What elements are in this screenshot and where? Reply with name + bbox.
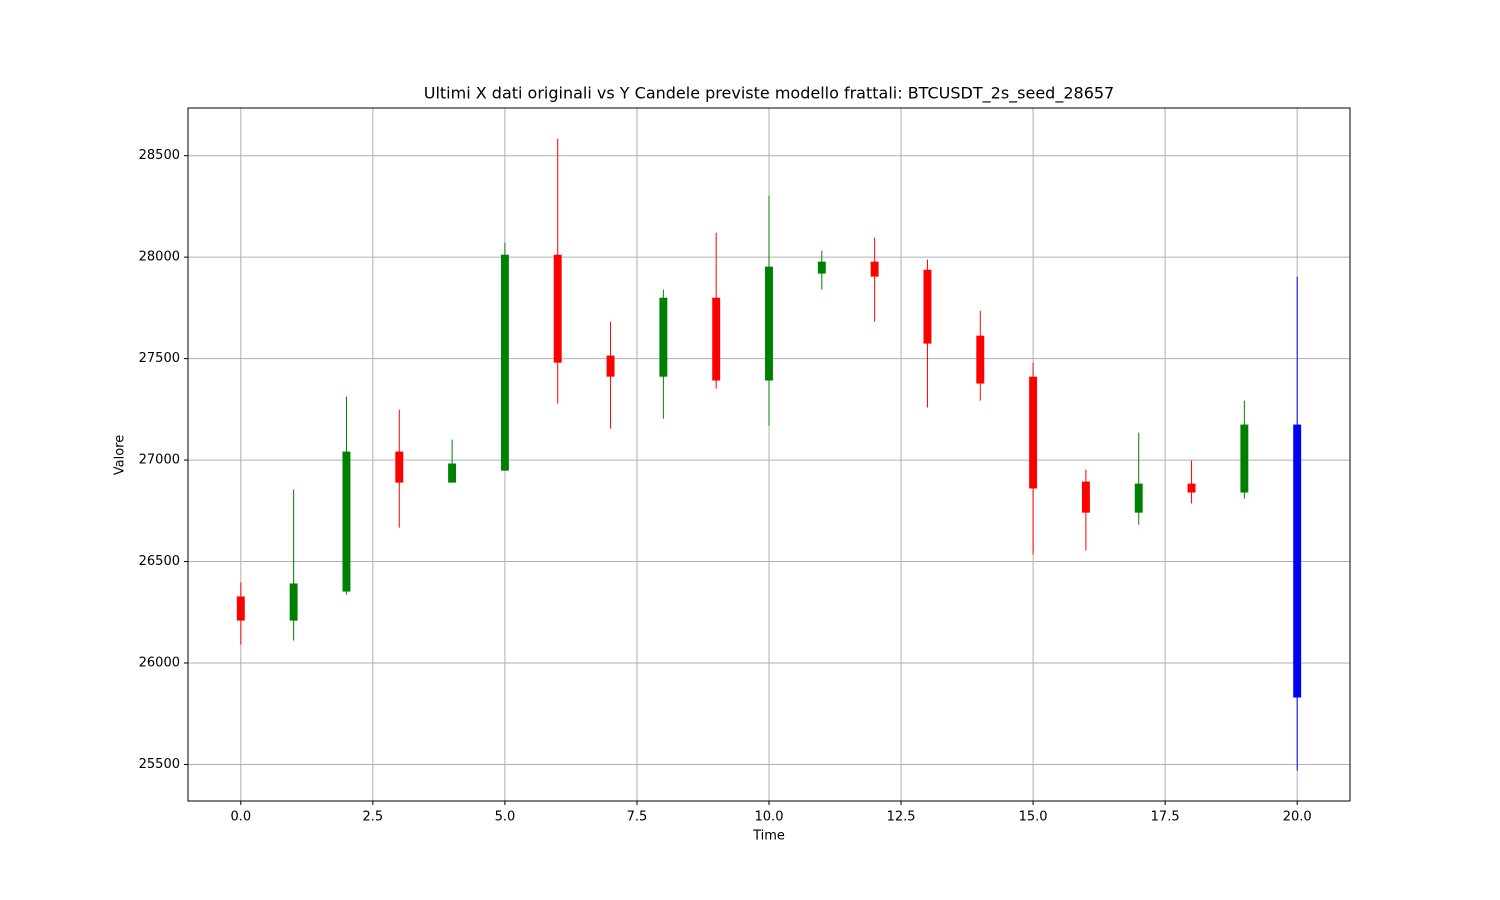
candle-body <box>1029 376 1038 489</box>
y-tick-label: 28000 <box>139 250 180 265</box>
candle-body <box>448 463 457 483</box>
x-tick-label: 20.0 <box>1283 810 1312 825</box>
candle-body <box>1187 483 1196 493</box>
candle-body <box>395 451 404 483</box>
x-tick-label: 17.5 <box>1151 810 1180 825</box>
candle-body <box>236 596 245 621</box>
y-tick-label: 25500 <box>139 757 180 772</box>
x-tick-label: 12.5 <box>887 810 916 825</box>
candle-body <box>659 297 668 377</box>
candle-body <box>712 297 721 381</box>
candle-body <box>1240 424 1249 493</box>
x-tick-label: 2.5 <box>363 810 384 825</box>
x-tick-label: 5.0 <box>495 810 516 825</box>
y-axis-label: Valore <box>113 435 128 475</box>
x-tick-label: 0.0 <box>230 810 251 825</box>
plot-frame <box>187 107 1351 802</box>
chart-title: Ultimi X dati originali vs Y Candele pre… <box>424 84 1114 104</box>
y-tick-label: 27500 <box>139 351 180 366</box>
candle-body <box>342 451 351 592</box>
candle-body <box>500 254 509 471</box>
y-tick-label: 26500 <box>139 554 180 569</box>
y-tick-label: 26000 <box>139 656 180 671</box>
candle-body <box>1134 483 1143 513</box>
candle-body <box>923 269 932 344</box>
candle-body <box>553 254 562 363</box>
candle-body <box>870 261 879 277</box>
candle-body <box>765 266 773 381</box>
x-tick-label: 15.0 <box>1019 810 1048 825</box>
x-tick-label: 7.5 <box>627 810 648 825</box>
candle-body <box>976 335 985 384</box>
y-tick-label: 27000 <box>139 453 180 468</box>
candle-body <box>817 261 826 274</box>
candle-body <box>1081 481 1090 513</box>
y-tick-label: 28500 <box>139 148 180 163</box>
x-axis-label: Time <box>752 829 785 844</box>
candle-body <box>1293 424 1302 698</box>
x-tick-label: 10.0 <box>755 810 784 825</box>
candle-body <box>289 583 298 621</box>
candle-body <box>606 355 615 377</box>
